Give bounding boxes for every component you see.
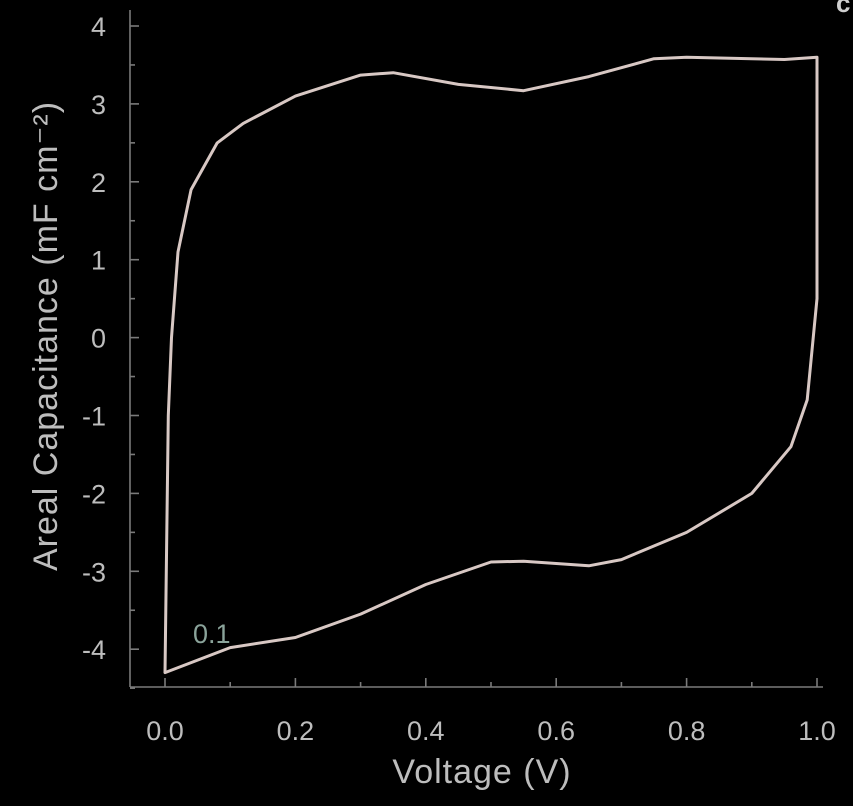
axes	[129, 10, 823, 688]
ticks: 4 3 2 1 0 -1 -2 -3 -4 0.0 0.2 0.4 0.6 0.8 1.0	[82, 12, 836, 746]
x-axis-title: Voltage (V)	[392, 753, 571, 791]
y-tick-label: 0	[91, 324, 106, 354]
y-axis-title: Areal Capacitance (mF cm⁻²)	[27, 101, 65, 571]
x-tick-label: 0.2	[277, 716, 315, 746]
panel-label: c	[836, 0, 850, 18]
scan-rate-annotation: 0.1	[193, 619, 231, 649]
x-tick-label: 0.6	[537, 716, 575, 746]
y-tick-label: -4	[82, 635, 106, 665]
y-tick-label: 4	[91, 12, 106, 42]
y-tick-label: -1	[82, 402, 106, 432]
y-tick-label: 1	[91, 246, 106, 276]
x-tick-label: 0.0	[146, 716, 184, 746]
y-tick-label: -2	[82, 479, 106, 509]
y-tick-label: -3	[82, 557, 106, 587]
y-tick-label: 3	[91, 90, 106, 120]
series-line	[163, 55, 819, 675]
x-tick-label: 0.4	[407, 716, 445, 746]
x-tick-label: 0.8	[668, 716, 706, 746]
x-tick-label: 1.0	[798, 716, 836, 746]
y-tick-label: 2	[91, 168, 106, 198]
